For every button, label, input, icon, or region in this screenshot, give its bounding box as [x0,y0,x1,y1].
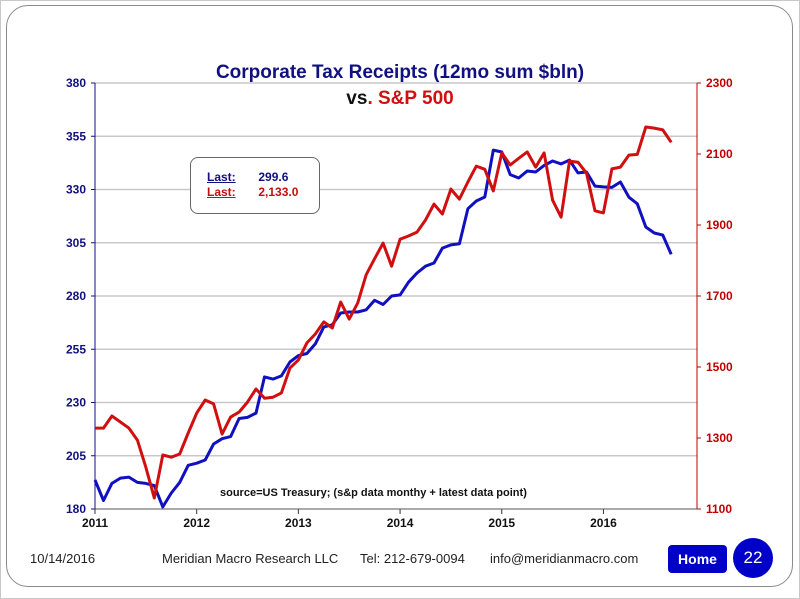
left-tick-label: 355 [66,129,86,143]
subtitle-highlight: . S&P 500 [367,88,454,109]
footer-company: Meridian Macro Research LLC [162,551,339,566]
right-tick-label: 1100 [706,502,732,516]
legend-value: 299.6 [258,170,289,184]
legend-row-tax: Last: 299.6 [207,170,288,184]
left-tick-label: 330 [66,183,86,197]
right-tick-label: 2300 [706,76,733,90]
footer-phone: Tel: 212-679-0094 [360,551,465,566]
x-tick-label: 2015 [488,516,515,530]
footer-date: 10/14/2016 [30,551,96,566]
left-tick-label: 305 [66,236,86,250]
page-number: 22 [733,538,773,578]
chart-title: Corporate Tax Receipts (12mo sum $bln) [215,62,585,83]
legend-label: Last: [207,185,236,199]
left-tick-label: 380 [66,76,86,90]
source-note: source=US Treasury; (s&p data monthy + l… [220,487,527,499]
subtitle-prefix: vs [346,88,368,109]
last-values-box: Last: 299.6 Last: 2,133.0 [190,157,320,214]
right-tick-label: 2100 [706,147,733,161]
legend-label: Last: [207,170,236,184]
right-tick-label: 1900 [706,218,733,232]
sp500-line [95,125,673,500]
right-tick-label: 1300 [706,431,733,445]
x-tick-label: 2013 [285,516,312,530]
right-tick-label: 1500 [706,360,733,374]
left-tick-label: 180 [66,502,86,516]
home-button[interactable]: Home [668,545,727,573]
left-tick-label: 230 [66,396,86,410]
right-tick-label: 1700 [706,289,733,303]
left-tick-label: 205 [66,449,86,463]
legend-value: 2,133.0 [258,185,299,199]
x-tick-label: 2012 [183,516,210,530]
x-tick-label: 2011 [82,516,108,530]
legend-row-sp500: Last: 2,133.0 [207,185,298,199]
left-tick-label: 255 [66,342,86,356]
tax-receipts-line [93,148,673,509]
footer-email[interactable]: info@meridianmacro.com [490,551,639,566]
left-tick-label: 280 [66,289,86,303]
chart-subtitle: vs. S&P 500 [0,88,800,110]
x-tick-label: 2014 [387,516,414,530]
x-tick-label: 2016 [590,516,617,530]
